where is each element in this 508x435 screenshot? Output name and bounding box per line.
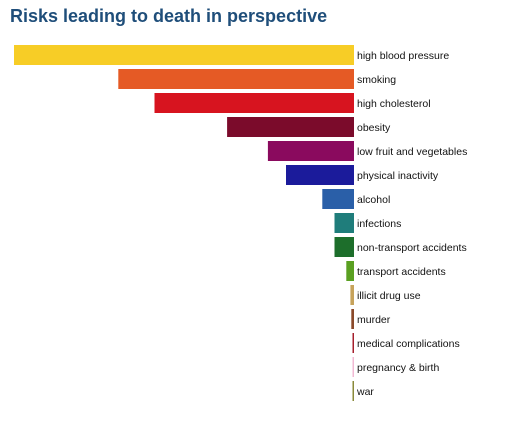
bar-medical-complications	[352, 333, 354, 353]
category-label: transport accidents	[357, 266, 446, 278]
category-label: obesity	[357, 122, 391, 134]
bar-infections	[334, 213, 354, 233]
bar-high-cholesterol	[154, 93, 354, 113]
category-label: alcohol	[357, 194, 390, 206]
bar-low-fruit-and-vegetables	[267, 141, 354, 161]
category-label: infections	[357, 218, 401, 230]
chart-title: Risks leading to death in perspective	[10, 6, 328, 26]
bar-murder	[351, 309, 354, 329]
bar-alcohol	[322, 189, 354, 209]
bar-physical-inactivity	[286, 165, 354, 185]
category-label: illicit drug use	[357, 290, 421, 302]
category-label: high cholesterol	[357, 98, 431, 110]
bar-obesity	[227, 117, 354, 137]
category-label: murder	[357, 314, 391, 326]
category-label: pregnancy & birth	[357, 362, 439, 374]
bar-high-blood-pressure	[14, 45, 354, 65]
category-label: smoking	[357, 74, 396, 86]
category-label: medical complications	[357, 338, 460, 350]
bar-war	[352, 381, 354, 401]
category-label: physical inactivity	[357, 170, 439, 182]
bar-illicit-drug-use	[350, 285, 354, 305]
category-label: non-transport accidents	[357, 242, 467, 254]
category-label: war	[356, 386, 374, 398]
bar-pregnancy-birth	[352, 357, 354, 377]
bar-smoking	[118, 69, 354, 89]
category-label: low fruit and vegetables	[357, 146, 467, 158]
bar-non-transport-accidents	[334, 237, 354, 257]
category-label: high blood pressure	[357, 50, 449, 62]
bar-transport-accidents	[346, 261, 354, 281]
